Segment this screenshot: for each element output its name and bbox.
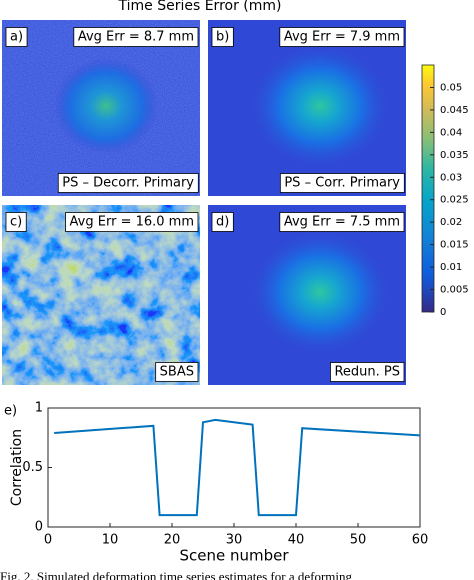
x-tick-label: 30 — [226, 533, 243, 548]
line — [54, 418, 421, 517]
panel-d — [208, 205, 406, 385]
avg-error-box — [73, 27, 199, 47]
x-tick-label: 10 — [102, 533, 119, 548]
method-label: SBAS — [160, 365, 194, 380]
colorbar-tick-label: 0 — [440, 307, 446, 318]
avg-error: Avg Err = 16.0 mm — [70, 215, 194, 230]
panel-tag: a) — [10, 30, 23, 45]
method-label: PS – Decorr. Primary — [62, 176, 194, 191]
method-label: PS – Corr. Primary — [284, 176, 400, 191]
colorbar-tick-label: 0.03 — [440, 172, 462, 183]
colorbar-tick-label: 0.045 — [440, 105, 469, 116]
panel-tag-box — [211, 27, 234, 47]
colorbar-tick-label: 0.05 — [440, 82, 462, 93]
avg-error-box — [279, 27, 405, 47]
panel-a — [2, 20, 200, 196]
panel-tag: b) — [216, 30, 229, 45]
method-label: Redun. PS — [334, 365, 400, 380]
chart-tag: e) — [4, 404, 17, 419]
panel-c — [2, 205, 200, 385]
y-tick-label: 0.5 — [22, 460, 43, 475]
panel-b — [208, 20, 406, 196]
colorbar-tick-label: 0.035 — [440, 150, 469, 161]
panel-tag: c) — [10, 215, 22, 230]
colorbar-tick-label: 0.005 — [440, 285, 469, 296]
panel-tag-box — [211, 212, 234, 232]
colorbar-tick-label: 0.025 — [440, 195, 469, 206]
x-tick-label: 50 — [350, 533, 367, 548]
avg-error: Avg Err = 7.9 mm — [284, 30, 400, 45]
avg-error-box — [65, 212, 199, 232]
x-tick-label: 40 — [288, 533, 305, 548]
x-tick-label: 20 — [164, 533, 181, 548]
y-axis-label: Correlation — [9, 429, 25, 506]
y-tick-label: 0 — [35, 520, 43, 535]
plot-area — [47, 407, 421, 528]
avg-error: Avg Err = 7.5 mm — [284, 215, 400, 230]
x-tick-label: 0 — [44, 533, 52, 548]
figure-title: Time Series Error (mm) — [118, 0, 282, 14]
avg-error-box — [279, 212, 405, 232]
method-label-box — [279, 173, 405, 193]
panel-tag-box — [5, 27, 28, 47]
caption: Fig. 2. Simulated deformation time serie… — [0, 569, 353, 580]
y-tick-label: 1 — [35, 401, 43, 416]
colorbar-tick-label: 0.04 — [440, 127, 462, 138]
colorbar-tick-label: 0.01 — [440, 262, 462, 273]
panel-tag: d) — [216, 215, 229, 230]
method-label-box — [330, 362, 405, 382]
x-tick-label: 60 — [412, 533, 429, 548]
method-label-box — [57, 173, 199, 193]
x-axis-label: Scene number — [179, 547, 289, 565]
avg-error: Avg Err = 8.7 mm — [78, 30, 194, 45]
colorbar-tick-label: 0.02 — [440, 217, 462, 228]
colorbar — [421, 64, 435, 313]
method-label-box — [155, 362, 199, 382]
panel-tag-box — [5, 212, 27, 232]
colorbar-tick-label: 0.015 — [440, 240, 469, 251]
